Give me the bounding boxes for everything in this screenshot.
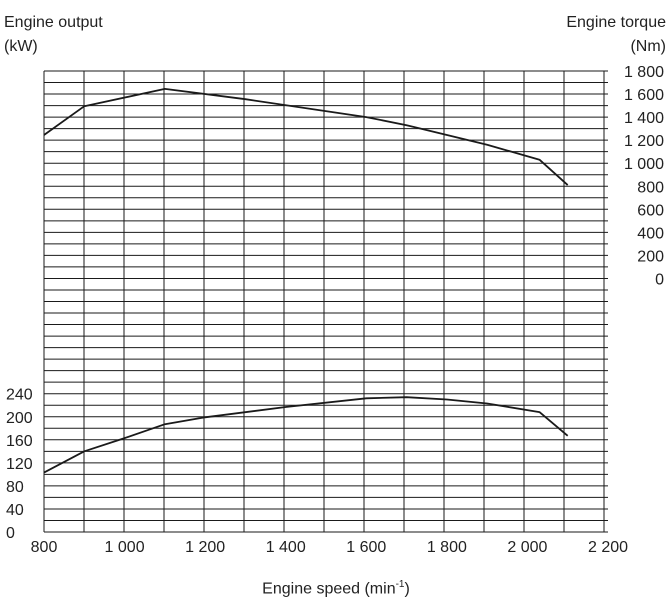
engine-output-line [43, 396, 569, 474]
left-axis-title: Engine output [4, 14, 103, 31]
left-tick-label: 200 [6, 410, 33, 427]
engine-torque-line [43, 88, 569, 186]
left-tick-label: 80 [6, 479, 24, 496]
right-tick-label: 600 [637, 202, 664, 219]
x-tick-label: 1 200 [185, 539, 225, 556]
right-tick-label: 1 600 [624, 87, 664, 104]
left-tick-label: 160 [6, 433, 33, 450]
right-tick-label: 1 800 [624, 64, 664, 81]
x-tick-label: 1 600 [346, 539, 386, 556]
left-tick-label: 240 [6, 387, 33, 404]
right-axis-title: Engine torque [566, 14, 666, 31]
x-tick-label: 800 [31, 539, 58, 556]
right-tick-label: 1 400 [624, 110, 664, 127]
left-tick-label: 0 [6, 525, 15, 542]
left-tick-label: 40 [6, 502, 24, 519]
x-tick-label: 2 200 [588, 539, 628, 556]
right-tick-label: 0 [655, 271, 664, 288]
left-tick-label: 120 [6, 456, 33, 473]
right-axis-unit: (Nm) [630, 38, 666, 55]
x-tick-label: 1 000 [105, 539, 145, 556]
x-tick-label: 2 000 [507, 539, 547, 556]
x-tick-label: 1 400 [266, 539, 306, 556]
right-tick-label: 800 [637, 179, 664, 196]
x-tick-label: 1 800 [427, 539, 467, 556]
right-tick-label: 1 000 [624, 156, 664, 173]
left-axis-unit: (kW) [4, 38, 38, 55]
right-tick-label: 1 200 [624, 133, 664, 150]
right-tick-label: 400 [637, 225, 664, 242]
right-tick-label: 200 [637, 248, 664, 265]
